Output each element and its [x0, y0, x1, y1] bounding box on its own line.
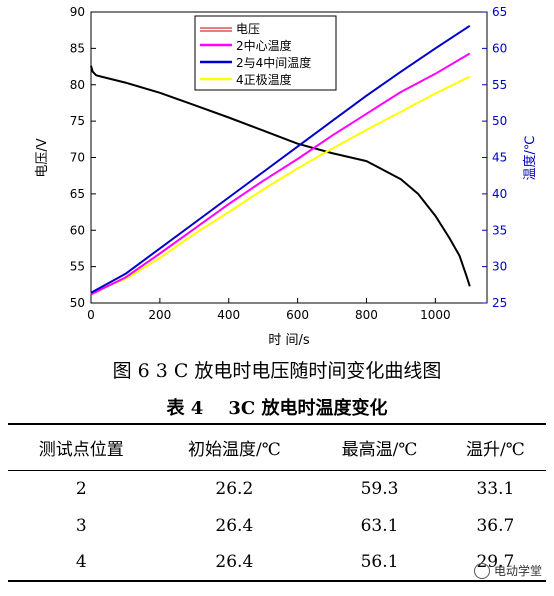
table-row: 4 26.4 56.1 29.7: [8, 544, 546, 581]
y-left-tick-label: 55: [70, 260, 85, 274]
y-left-tick-label: 85: [70, 41, 85, 55]
table-row: 3 26.4 63.1 36.7: [8, 507, 546, 544]
y-right-tick-label: 55: [492, 78, 507, 92]
y-right-tick-label: 45: [492, 151, 507, 165]
legend-label: 2中心温度: [236, 38, 292, 53]
y-left-tick-label: 80: [70, 78, 85, 92]
y-left-tick-label: 50: [70, 296, 85, 310]
table-row: 2 26.2 59.3 33.1: [8, 470, 546, 507]
x-tick-label: 600: [286, 308, 309, 322]
cell-max-temp: 63.1: [360, 515, 399, 536]
watermark: 电动学堂: [473, 562, 542, 579]
legend-label: 电压: [236, 22, 260, 36]
table-caption: 表 4 3C 放电时温度变化: [166, 398, 388, 419]
y-left-tick-label: 75: [70, 114, 85, 128]
x-tick-label: 200: [148, 308, 171, 322]
y-right-tick-label: 50: [492, 114, 507, 128]
legend-label: 4正极温度: [236, 72, 292, 87]
x-tick-label: 400: [217, 308, 240, 322]
y-left-tick-label: 60: [70, 223, 85, 237]
series-line-2: [90, 52, 471, 296]
cell-max-temp: 59.3: [360, 478, 399, 499]
cell-max-temp: 56.1: [360, 552, 399, 572]
x-tick-label: 800: [355, 308, 378, 322]
y-left-tick-label: 90: [70, 5, 85, 19]
y-right-tick-label: 40: [492, 187, 507, 201]
x-tick-label: 1000: [420, 308, 451, 322]
y-right-tick-label: 65: [492, 5, 507, 19]
x-axis-label: 时 间/s: [268, 333, 310, 348]
y-axis-label-right: 温度/℃: [522, 136, 538, 181]
cell-initial-temp: 26.2: [215, 478, 254, 499]
header-test-point: 测试点位置: [38, 439, 124, 460]
series-layer: [90, 24, 471, 296]
wechat-icon: [473, 562, 490, 579]
figure-caption: 图 6 3 C 放电时电压随时间变化曲线图: [112, 360, 442, 382]
y-left-tick-label: 70: [70, 151, 85, 165]
series-line-1: [90, 65, 471, 287]
table-header-row: 测试点位置 初始温度/℃ 最高温/℃ 温升/℃: [8, 424, 546, 470]
y-right-tick-label: 60: [492, 41, 507, 55]
cell-temp-rise: 33.1: [476, 478, 515, 499]
y-axis-label-left: 电压/V: [35, 138, 50, 177]
header-initial-temp: 初始温度/℃: [187, 439, 281, 460]
legend: 电压 2中心温度 2与4中间温度 4正极温度: [194, 15, 337, 91]
watermark-text: 电动学堂: [493, 564, 542, 578]
header-temp-rise: 温升/℃: [466, 439, 525, 460]
x-tick-label: 0: [87, 308, 95, 322]
temperature-table: 测试点位置 初始温度/℃ 最高温/℃ 温升/℃ 2 26.2 59.3 33.1…: [8, 423, 546, 582]
cell-initial-temp: 26.4: [215, 552, 254, 572]
header-max-temp: 最高温/℃: [341, 439, 418, 460]
series-line-3: [90, 24, 471, 294]
legend-label: 2与4中间温度: [236, 55, 311, 70]
cell-initial-temp: 26.4: [215, 515, 254, 536]
cell-temp-rise: 36.7: [476, 515, 515, 536]
y-right-tick-label: 35: [492, 223, 507, 237]
y-right-tick-label: 30: [492, 260, 507, 274]
y-right-tick-label: 25: [492, 296, 507, 310]
cell-test-point: 2: [75, 478, 87, 499]
series-line-4: [90, 75, 471, 294]
cell-test-point: 4: [75, 552, 87, 572]
axes-layer: 0 200 400 600 800 1000 50 55 60 65 70 75 80 85 90 25 30 3…: [70, 5, 508, 322]
y-left-tick-label: 65: [70, 187, 85, 201]
voltage-temperature-chart: 0 200 400 600 800 1000 50 55 60 65 70 75 80 85 90 25 30 3…: [35, 5, 538, 348]
cell-test-point: 3: [75, 515, 87, 536]
